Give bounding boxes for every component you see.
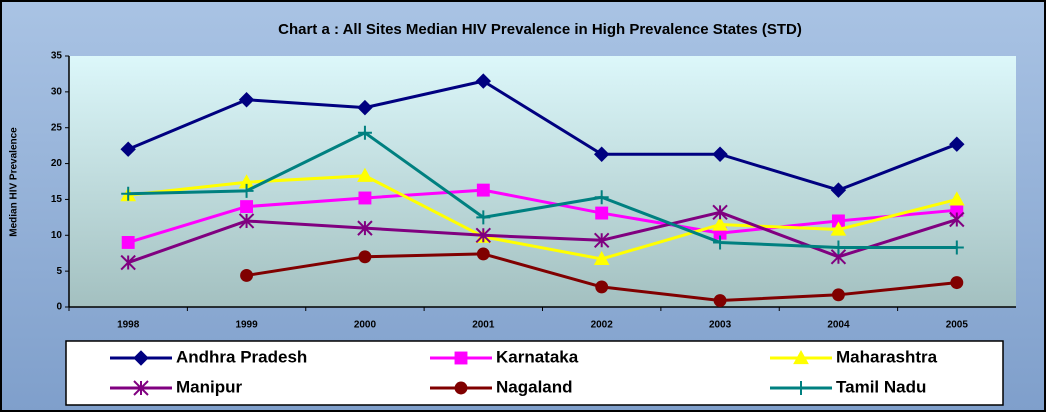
y-tick-label: 25 — [51, 122, 63, 133]
marker — [712, 204, 728, 221]
series-line — [128, 131, 957, 249]
y-tick-label: 15 — [51, 194, 63, 205]
marker — [120, 254, 136, 271]
x-tick-label: 2005 — [946, 320, 969, 331]
marker — [713, 294, 727, 307]
x-tick-label: 2004 — [827, 320, 850, 331]
x-tick-label: 2000 — [354, 320, 377, 331]
marker — [475, 73, 492, 89]
chart-title: Chart a : All Sites Median HIV Prevalenc… — [278, 21, 802, 38]
marker — [238, 92, 255, 108]
marker — [950, 276, 964, 290]
legend-label: Manipur — [176, 377, 242, 396]
marker — [358, 191, 372, 205]
x-tick-label: 1999 — [235, 320, 258, 331]
marker — [948, 191, 965, 206]
x-tick-label: 1998 — [117, 320, 140, 331]
marker — [238, 213, 255, 229]
marker — [240, 200, 254, 214]
marker — [595, 280, 609, 294]
marker — [794, 381, 808, 395]
x-tick-label: 2003 — [709, 320, 732, 331]
marker — [949, 211, 965, 228]
marker — [358, 250, 372, 264]
marker — [593, 232, 610, 249]
marker — [133, 380, 149, 396]
y-tick-label: 10 — [51, 230, 63, 241]
y-tick-label: 20 — [51, 158, 63, 169]
legend-label: Nagaland — [496, 377, 573, 396]
marker — [594, 190, 609, 205]
marker — [240, 268, 254, 282]
marker — [793, 349, 809, 365]
y-axis-label: Median HIV Prevalence — [9, 127, 20, 237]
x-tick-label: 2001 — [472, 320, 495, 331]
marker — [357, 167, 373, 182]
marker — [713, 235, 728, 250]
legend — [65, 340, 1004, 406]
y-tick-label: 5 — [56, 266, 62, 277]
marker — [712, 216, 728, 231]
x-tick-label: 2002 — [591, 320, 614, 331]
y-tick-label: 0 — [56, 302, 62, 313]
legend-label: Maharashtra — [836, 347, 938, 366]
series-line — [127, 188, 957, 244]
marker — [121, 186, 136, 201]
marker — [120, 141, 136, 157]
legend-label: Tamil Nadu — [836, 377, 926, 396]
marker — [831, 288, 845, 302]
legend-label: Andhra Pradesh — [176, 347, 307, 366]
marker — [831, 240, 846, 255]
marker — [830, 182, 847, 198]
marker — [593, 250, 610, 266]
y-tick-label: 30 — [51, 86, 63, 97]
marker — [593, 146, 610, 162]
marker — [476, 210, 491, 225]
series-line — [127, 79, 958, 192]
marker — [712, 146, 728, 162]
marker — [357, 125, 372, 140]
marker — [830, 221, 847, 236]
marker — [454, 351, 468, 365]
y-tick-label: 35 — [51, 51, 63, 62]
marker — [133, 350, 149, 366]
marker — [357, 220, 373, 236]
marker — [454, 381, 468, 395]
marker — [239, 183, 254, 198]
marker — [121, 236, 135, 249]
marker — [475, 227, 492, 243]
marker — [949, 136, 965, 152]
marker — [476, 247, 490, 261]
marker — [595, 206, 609, 220]
marker — [357, 99, 373, 116]
series-line — [127, 210, 958, 264]
marker — [949, 240, 964, 255]
marker — [476, 183, 490, 197]
legend-label: Karnataka — [496, 347, 579, 366]
